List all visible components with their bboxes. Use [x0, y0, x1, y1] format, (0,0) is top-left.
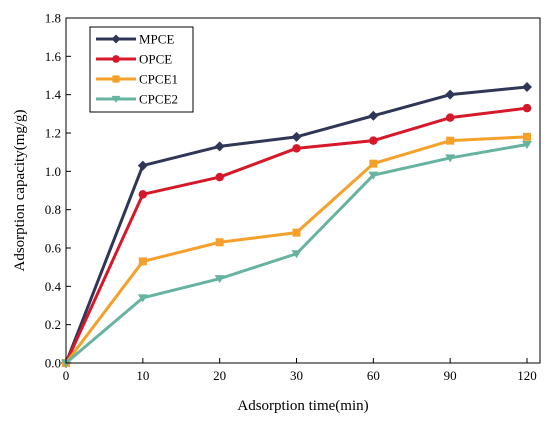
x-tick-label: 30 [290, 368, 303, 383]
legend-item: MPCE [96, 32, 174, 47]
y-tick-label: 1.0 [45, 164, 61, 179]
y-tick-label: 0.2 [45, 317, 61, 332]
data-point [138, 257, 147, 266]
y-axis-title: Adsorption capacity(mg/g) [12, 109, 28, 271]
x-tick-label: 20 [213, 368, 226, 383]
data-point [138, 190, 148, 199]
series-cpce1 [62, 132, 531, 367]
y-tick-label: 0.8 [45, 202, 61, 217]
data-point [369, 159, 378, 168]
data-point [522, 141, 532, 149]
data-point [137, 294, 148, 303]
legend-label: MPCE [139, 32, 174, 47]
legend-label: OPCE [139, 52, 172, 67]
x-tick-label: 120 [517, 368, 537, 383]
data-point [215, 238, 224, 247]
y-tick-label: 1.2 [45, 126, 61, 141]
y-tick-label: 0.0 [45, 356, 61, 371]
data-point [522, 82, 532, 92]
series-opce [61, 103, 532, 368]
series-cpce2 [61, 141, 532, 368]
plot-area [61, 82, 532, 368]
plot-frame [65, 17, 541, 364]
data-point [214, 275, 225, 284]
series-mpce [61, 82, 532, 368]
data-point [112, 55, 120, 63]
legend-label: CPCE1 [139, 72, 178, 87]
data-point [292, 228, 301, 237]
x-tick-label: 90 [444, 368, 457, 383]
data-point [291, 131, 302, 142]
x-tick-label: 10 [136, 368, 149, 383]
data-point [214, 141, 225, 152]
series-line [64, 135, 528, 364]
data-point [368, 110, 379, 121]
data-point [137, 160, 148, 171]
y-tick-label: 0.6 [45, 241, 62, 256]
data-point [522, 103, 532, 113]
legend-item: CPCE2 [96, 92, 178, 107]
data-point [446, 136, 455, 145]
x-axis: 0 10 20 30 60 90 120 [63, 358, 537, 383]
y-tick-label: 1.4 [45, 87, 62, 102]
data-point [292, 144, 301, 153]
legend-label: CPCE2 [139, 92, 178, 107]
data-point [215, 172, 224, 182]
data-point [445, 89, 456, 100]
data-point [291, 250, 302, 259]
y-tick-label: 1.8 [45, 11, 61, 26]
x-tick-label: 60 [367, 368, 380, 383]
y-tick-label: 0.4 [45, 279, 62, 294]
y-tick-label: 1.6 [45, 49, 62, 64]
series-line [64, 85, 528, 364]
x-axis-title: Adsorption time(min) [237, 398, 368, 414]
legend-item: CPCE1 [96, 72, 178, 87]
data-point [445, 113, 455, 122]
legend-item: OPCE [96, 52, 172, 67]
data-point [445, 154, 456, 163]
x-tick-label: 0 [63, 368, 70, 383]
legend: MPCE OPCE CPCE1 CPCE2 [89, 26, 194, 113]
y-axis: 0.0 0.2 0.4 0.6 0.8 1.0 1.2 1.4 1.6 1.8 [45, 11, 71, 371]
data-point [369, 136, 378, 145]
data-point [112, 75, 120, 83]
data-point [368, 171, 379, 180]
data-point [523, 132, 531, 141]
data-point [111, 34, 121, 44]
data-point [111, 95, 121, 104]
